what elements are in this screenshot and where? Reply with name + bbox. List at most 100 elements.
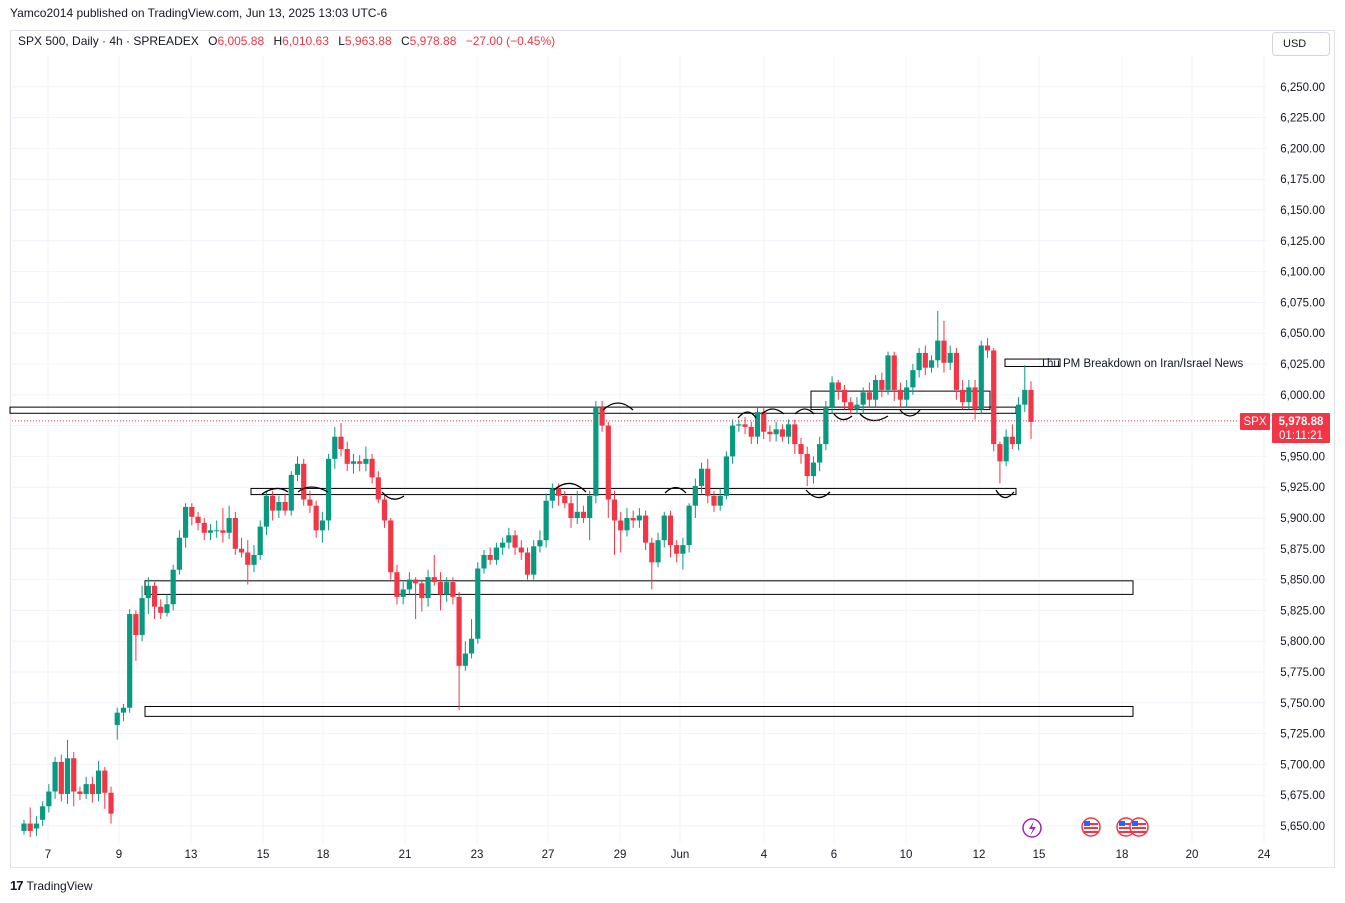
candle [512, 530, 518, 555]
candle-body [493, 547, 500, 560]
candle [661, 511, 667, 548]
candle [947, 345, 953, 371]
candle [170, 564, 176, 611]
candle [369, 453, 375, 484]
candle-body [46, 791, 52, 807]
chart-grid [12, 56, 1267, 843]
candle [754, 407, 761, 445]
support-resistance-zone[interactable] [250, 487, 1017, 496]
us-flag-icon[interactable] [1129, 817, 1149, 837]
candle [841, 384, 848, 410]
candle-body [133, 614, 139, 636]
candle-body [624, 518, 630, 531]
candle-body [294, 463, 301, 475]
currency-selector[interactable]: USD [1272, 32, 1330, 56]
candle [649, 537, 655, 590]
candle [587, 490, 593, 541]
us-flag-icon[interactable] [1081, 817, 1101, 837]
candle-body [991, 350, 997, 445]
candle [431, 554, 437, 586]
support-resistance-zone[interactable] [9, 406, 1017, 414]
chart-frame [10, 30, 1335, 868]
open-value: 6,005.88 [217, 34, 265, 48]
candle [1028, 381, 1034, 440]
candle-body [605, 425, 611, 500]
candle [27, 807, 33, 838]
candle-body [419, 583, 425, 599]
candle [133, 610, 139, 661]
y-tick-label: 6,125.00 [1280, 236, 1325, 248]
candle-body [33, 823, 40, 829]
candle-body [207, 530, 214, 533]
candle [580, 505, 587, 523]
candle-body [338, 436, 344, 450]
candle-body [972, 387, 978, 410]
candle-body [21, 823, 27, 831]
candle [767, 425, 773, 442]
candle [941, 320, 947, 373]
low-value: 5,963.88 [344, 34, 392, 48]
y-tick-label: 5,775.00 [1280, 667, 1325, 679]
annotation-text[interactable]: Thu PM Breakdown on Iran/Israel News [1040, 358, 1244, 370]
lightning-event-icon[interactable] [1022, 818, 1042, 838]
candle [624, 508, 630, 537]
y-tick-label: 6,225.00 [1280, 113, 1325, 125]
candle-body [848, 402, 854, 410]
candle-body [748, 426, 754, 437]
footer-brand[interactable]: TradingView [26, 878, 93, 893]
change-value: −27.00 (−0.45%) [465, 34, 556, 48]
swing-mark [602, 402, 634, 411]
support-resistance-zone[interactable] [144, 705, 1134, 717]
candle [991, 347, 997, 452]
candle [456, 591, 462, 711]
support-resistance-zone[interactable] [144, 580, 1134, 595]
candle [1003, 429, 1009, 467]
candle [711, 490, 717, 512]
candle [214, 520, 220, 538]
tradingview-logo-icon[interactable]: 17 [10, 878, 24, 893]
x-tick-label: 18 [1116, 849, 1129, 861]
candle [301, 458, 307, 506]
candle-body [680, 545, 686, 554]
candle [195, 511, 201, 531]
x-tick-label: Jun [671, 849, 690, 861]
candle [375, 471, 381, 504]
swing-mark [833, 413, 853, 421]
candle-body [736, 424, 742, 426]
candle [574, 490, 580, 525]
candle-body [661, 515, 667, 541]
candle-body [754, 412, 761, 437]
candle [388, 518, 394, 580]
candle [686, 503, 692, 553]
candle [835, 380, 841, 400]
hand-drawn-marks [261, 402, 1015, 500]
candle [33, 816, 40, 836]
y-tick-label: 5,950.00 [1280, 451, 1325, 463]
x-tick-label: 10 [900, 849, 913, 861]
candle [730, 419, 736, 464]
candle [475, 562, 481, 644]
candle-body [618, 520, 624, 531]
candle [226, 505, 232, 539]
candle-body [922, 352, 928, 368]
candle-body [487, 554, 493, 560]
candle [960, 380, 966, 410]
candle [823, 400, 829, 451]
candle [599, 400, 605, 432]
candle-body [543, 500, 549, 541]
swing-mark [553, 482, 587, 493]
x-tick-label: 29 [614, 849, 627, 861]
candle [357, 455, 363, 472]
candle-body [195, 516, 201, 523]
x-tick-label: 7 [45, 849, 51, 861]
candle [854, 397, 860, 415]
candle [611, 490, 618, 555]
candle-body [885, 355, 891, 390]
candle [413, 577, 419, 620]
support-resistance-zone[interactable] [1004, 358, 1061, 367]
candle [238, 537, 245, 558]
candle-body [83, 784, 89, 794]
candle-body [997, 444, 1003, 462]
candle [935, 311, 941, 368]
